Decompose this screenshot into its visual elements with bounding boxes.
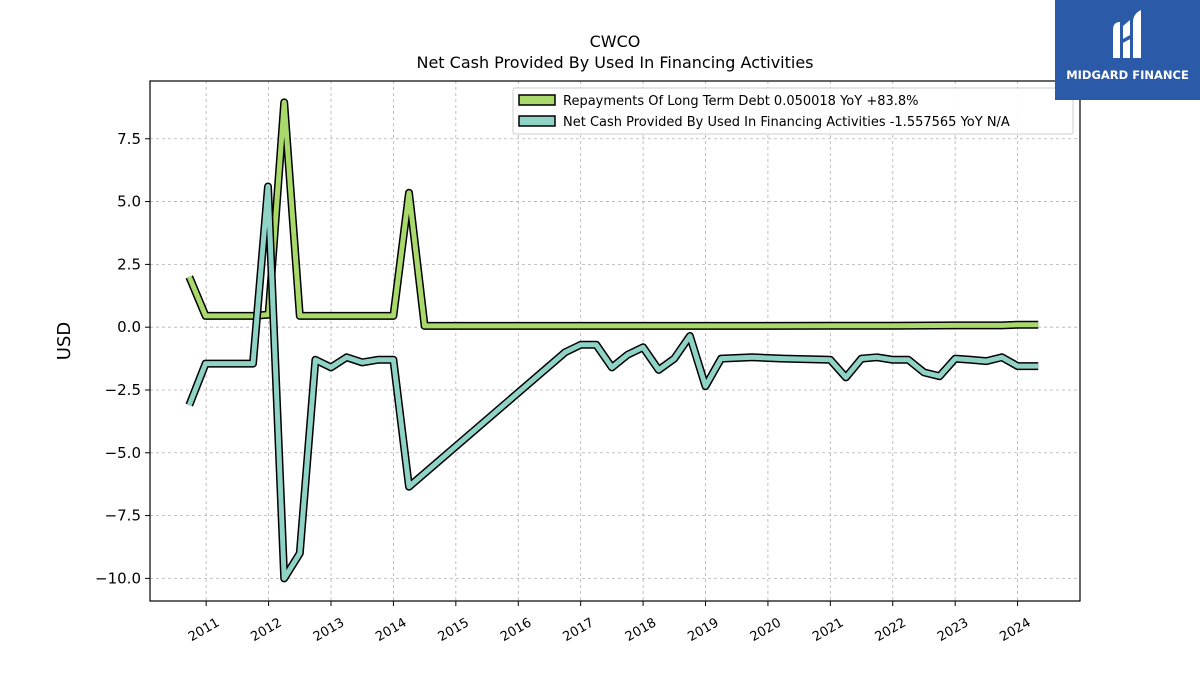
chart-title: Net Cash Provided By Used In Financing A… bbox=[416, 53, 813, 72]
y-tick-label: 0.0 bbox=[117, 318, 141, 336]
y-tick-label: 2.5 bbox=[117, 255, 141, 273]
x-tick-label: 2014 bbox=[373, 615, 409, 645]
series-lines bbox=[185, 98, 1039, 583]
y-tick-label: 5.0 bbox=[117, 193, 141, 211]
logo-mark-icon bbox=[1113, 10, 1141, 58]
legend: Repayments Of Long Term Debt 0.050018 Yo… bbox=[512, 87, 1074, 135]
plot-frame bbox=[149, 80, 1081, 602]
x-tick-label: 2015 bbox=[436, 615, 472, 645]
legend-box bbox=[512, 87, 1074, 135]
midgard-finance-logo: MIDGARD FINANCE bbox=[1055, 0, 1200, 100]
y-axis: 7.5 5.0 2.5 0.0 −2.5 −5.0 −7.5 −10.0 bbox=[95, 130, 150, 587]
y-tick-label: −2.5 bbox=[105, 381, 141, 399]
series-outline-repayments bbox=[185, 98, 1039, 330]
x-tick-label: 2020 bbox=[748, 615, 784, 645]
x-tick-label: 2016 bbox=[498, 615, 534, 645]
y-tick-label: 7.5 bbox=[117, 130, 141, 148]
x-tick-label: 2011 bbox=[186, 615, 222, 645]
x-tick-label: 2021 bbox=[810, 615, 846, 645]
y-tick-label: −7.5 bbox=[105, 507, 141, 525]
series-outline-net-cash bbox=[185, 182, 1039, 583]
x-tick-label: 2013 bbox=[311, 615, 347, 645]
x-tick-label: 2024 bbox=[997, 615, 1033, 645]
x-tick-label: 2017 bbox=[561, 615, 597, 645]
y-tick-label: −10.0 bbox=[95, 569, 141, 587]
logo-text: MIDGARD FINANCE bbox=[1066, 68, 1189, 82]
y-tick-label: −5.0 bbox=[105, 444, 141, 462]
legend-label-net-cash: Net Cash Provided By Used In Financing A… bbox=[563, 115, 1010, 130]
x-axis: 2011 2012 2013 2014 2015 2016 2017 2018 2019 2020… bbox=[186, 601, 1034, 645]
series-line-net-cash bbox=[186, 184, 1039, 581]
x-tick-label: 2023 bbox=[935, 615, 971, 645]
x-tick-label: 2019 bbox=[685, 615, 721, 645]
legend-swatch-net-cash bbox=[518, 115, 556, 127]
x-tick-label: 2018 bbox=[623, 615, 659, 645]
x-tick-label: 2022 bbox=[873, 615, 909, 645]
chart-title-ticker: CWCO bbox=[590, 32, 641, 51]
legend-swatch-repayments bbox=[518, 94, 556, 106]
y-axis-label: USD bbox=[54, 322, 75, 360]
x-tick-label: 2012 bbox=[248, 615, 284, 645]
legend-label-repayments: Repayments Of Long Term Debt 0.050018 Yo… bbox=[563, 94, 919, 109]
series-line-repayments bbox=[186, 99, 1039, 329]
